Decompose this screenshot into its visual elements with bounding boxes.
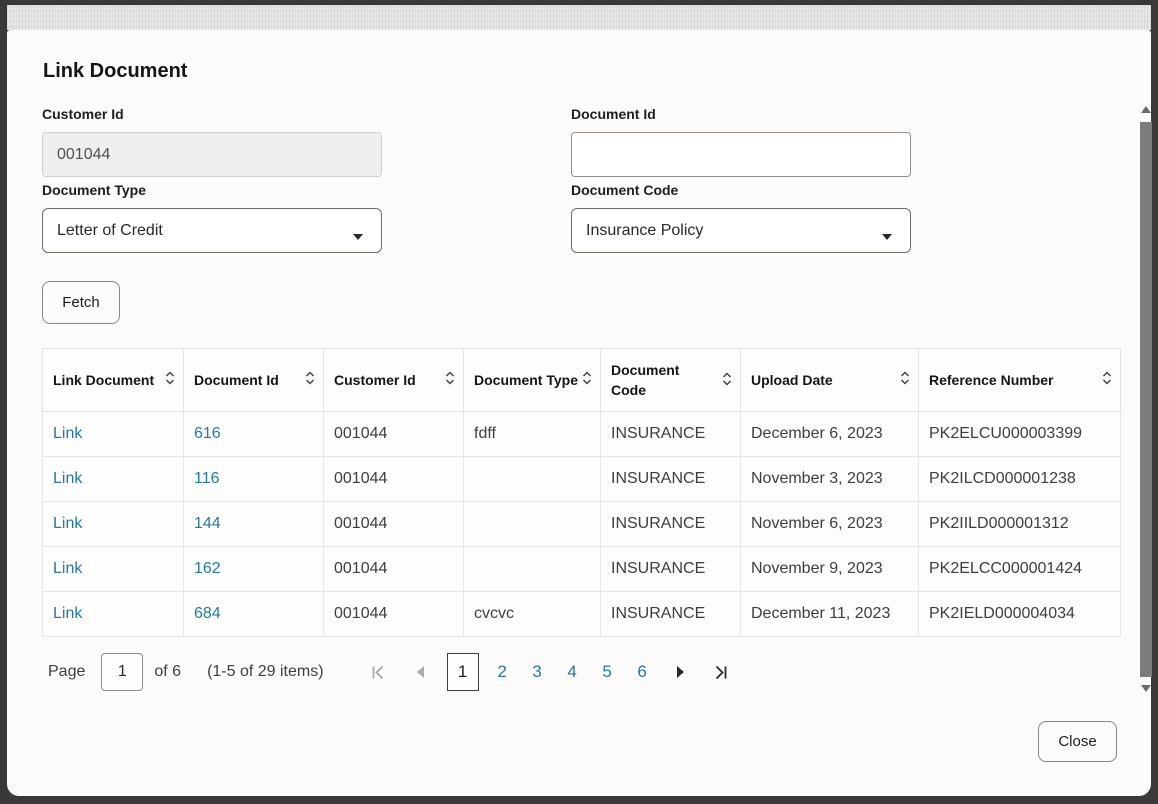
document-code-field: Document Code Insurance Policy xyxy=(571,182,911,253)
document-code-cell: INSURANCE xyxy=(600,591,741,637)
background-page-strip xyxy=(7,5,1151,30)
previous-page-icon[interactable] xyxy=(415,665,426,679)
link-cell[interactable]: Link xyxy=(42,591,184,637)
current-page[interactable]: 1 xyxy=(446,653,479,691)
document-type-select[interactable]: Letter of Credit xyxy=(42,208,382,253)
column-header-document-code: Document Code xyxy=(600,348,741,412)
document-type-label: Document Type xyxy=(42,182,146,198)
document-id-cell[interactable]: 616 xyxy=(183,411,324,457)
document-type-cell: fdff xyxy=(463,411,601,457)
page-label: Page xyxy=(48,663,86,680)
table-row: Link 684 001044 cvcvc INSURANCE December 11, … xyxy=(42,591,1121,637)
upload-date-cell: November 3, 2023 xyxy=(740,456,919,502)
document-id-cell[interactable]: 144 xyxy=(183,501,324,547)
table-header-row: Link Document Document Id Customer Id Do… xyxy=(42,348,1121,412)
document-code-select[interactable]: Insurance Policy xyxy=(571,208,911,253)
sort-icon[interactable] xyxy=(305,370,315,389)
sort-icon[interactable] xyxy=(900,370,910,389)
page-link-2[interactable]: 2 xyxy=(497,662,507,681)
document-id-label: Document Id xyxy=(571,106,656,122)
link-cell[interactable]: Link xyxy=(42,411,184,457)
column-header-link-document: Link Document xyxy=(42,348,184,412)
upload-date-cell: November 6, 2023 xyxy=(740,501,919,547)
document-type-cell xyxy=(463,456,601,502)
document-type-value: Letter of Credit xyxy=(57,221,163,239)
customer-id-cell: 001044 xyxy=(323,546,464,592)
document-code-cell: INSURANCE xyxy=(600,411,741,457)
scrollbar-thumb[interactable] xyxy=(1140,122,1152,677)
document-id-cell[interactable]: 116 xyxy=(183,456,324,502)
page-link-4[interactable]: 4 xyxy=(567,662,577,681)
link-document-dialog: Link Document Customer Id Document Id Do… xyxy=(7,30,1153,796)
table-row: Link 144 001044 INSURANCE November 6, 2023 PK… xyxy=(42,501,1121,547)
document-code-label: Document Code xyxy=(571,182,679,198)
link-cell[interactable]: Link xyxy=(42,546,184,592)
customer-id-label: Customer Id xyxy=(42,106,124,122)
sort-icon[interactable] xyxy=(582,370,592,389)
documents-table: Link Document Document Id Customer Id Do… xyxy=(42,348,1121,637)
last-page-icon[interactable] xyxy=(713,664,729,681)
customer-id-field: Customer Id xyxy=(42,106,382,177)
customer-id-cell: 001044 xyxy=(323,456,464,502)
document-type-cell: cvcvc xyxy=(463,591,601,637)
document-id-field: Document Id xyxy=(571,106,911,177)
link-cell[interactable]: Link xyxy=(42,456,184,502)
sort-icon[interactable] xyxy=(165,370,175,389)
items-range-label: (1-5 of 29 items) xyxy=(207,663,324,680)
customer-id-cell: 001044 xyxy=(323,591,464,637)
reference-number-cell: PK2ELCC000001424 xyxy=(918,546,1121,592)
page-number-input[interactable] xyxy=(101,653,144,691)
document-type-cell xyxy=(463,546,601,592)
link-cell[interactable]: Link xyxy=(42,501,184,547)
document-code-cell: INSURANCE xyxy=(600,456,741,502)
fetch-button[interactable]: Fetch xyxy=(42,281,120,324)
sort-icon[interactable] xyxy=(722,371,732,390)
scrollbar-up-icon[interactable] xyxy=(1139,104,1153,114)
chevron-down-icon xyxy=(352,228,364,246)
document-id-cell[interactable]: 162 xyxy=(183,546,324,592)
table-body: Link 616 001044 fdff INSURANCE December 6, 20… xyxy=(42,411,1121,637)
dialog-title: Link Document xyxy=(43,60,188,82)
column-header-document-id: Document Id xyxy=(183,348,324,412)
customer-id-cell: 001044 xyxy=(323,501,464,547)
document-id-cell[interactable]: 684 xyxy=(183,591,324,637)
column-header-document-type: Document Type xyxy=(463,348,601,412)
page-link-3[interactable]: 3 xyxy=(532,662,542,681)
document-code-cell: INSURANCE xyxy=(600,546,741,592)
sort-icon[interactable] xyxy=(1102,370,1112,389)
upload-date-cell: November 9, 2023 xyxy=(740,546,919,592)
customer-id-cell: 001044 xyxy=(323,411,464,457)
table-row: Link 616 001044 fdff INSURANCE December 6, 20… xyxy=(42,411,1121,457)
document-code-value: Insurance Policy xyxy=(586,221,704,239)
close-button[interactable]: Close xyxy=(1038,721,1117,762)
document-id-input[interactable] xyxy=(571,132,911,177)
sort-icon[interactable] xyxy=(445,370,455,389)
next-page-icon[interactable] xyxy=(675,665,686,679)
document-code-cell: INSURANCE xyxy=(600,501,741,547)
table-row: Link 162 001044 INSURANCE November 9, 2023 PK… xyxy=(42,546,1121,592)
table-row: Link 116 001044 INSURANCE November 3, 2023 PK… xyxy=(42,456,1121,502)
upload-date-cell: December 6, 2023 xyxy=(740,411,919,457)
reference-number-cell: PK2ELCU000003399 xyxy=(918,411,1121,457)
page-count-label: of 6 xyxy=(154,663,182,680)
page-link-6[interactable]: 6 xyxy=(637,662,647,681)
reference-number-cell: PK2IILD000001312 xyxy=(918,501,1121,547)
chevron-down-icon xyxy=(881,228,893,246)
document-type-field: Document Type Letter of Credit xyxy=(42,182,382,253)
column-header-upload-date: Upload Date xyxy=(740,348,919,412)
page-link-5[interactable]: 5 xyxy=(602,662,612,681)
reference-number-cell: PK2ILCD000001238 xyxy=(918,456,1121,502)
pagination-bar: Page of 6 (1-5 of 29 items) 12 3 4 5 6 xyxy=(48,652,729,692)
scrollbar-down-icon[interactable] xyxy=(1139,683,1153,693)
customer-id-input[interactable] xyxy=(42,132,382,177)
document-type-cell xyxy=(463,501,601,547)
first-page-icon[interactable] xyxy=(370,664,386,681)
reference-number-cell: PK2IELD000004034 xyxy=(918,591,1121,637)
column-header-reference-number: Reference Number xyxy=(918,348,1121,412)
column-header-customer-id: Customer Id xyxy=(323,348,464,412)
upload-date-cell: December 11, 2023 xyxy=(740,591,919,637)
